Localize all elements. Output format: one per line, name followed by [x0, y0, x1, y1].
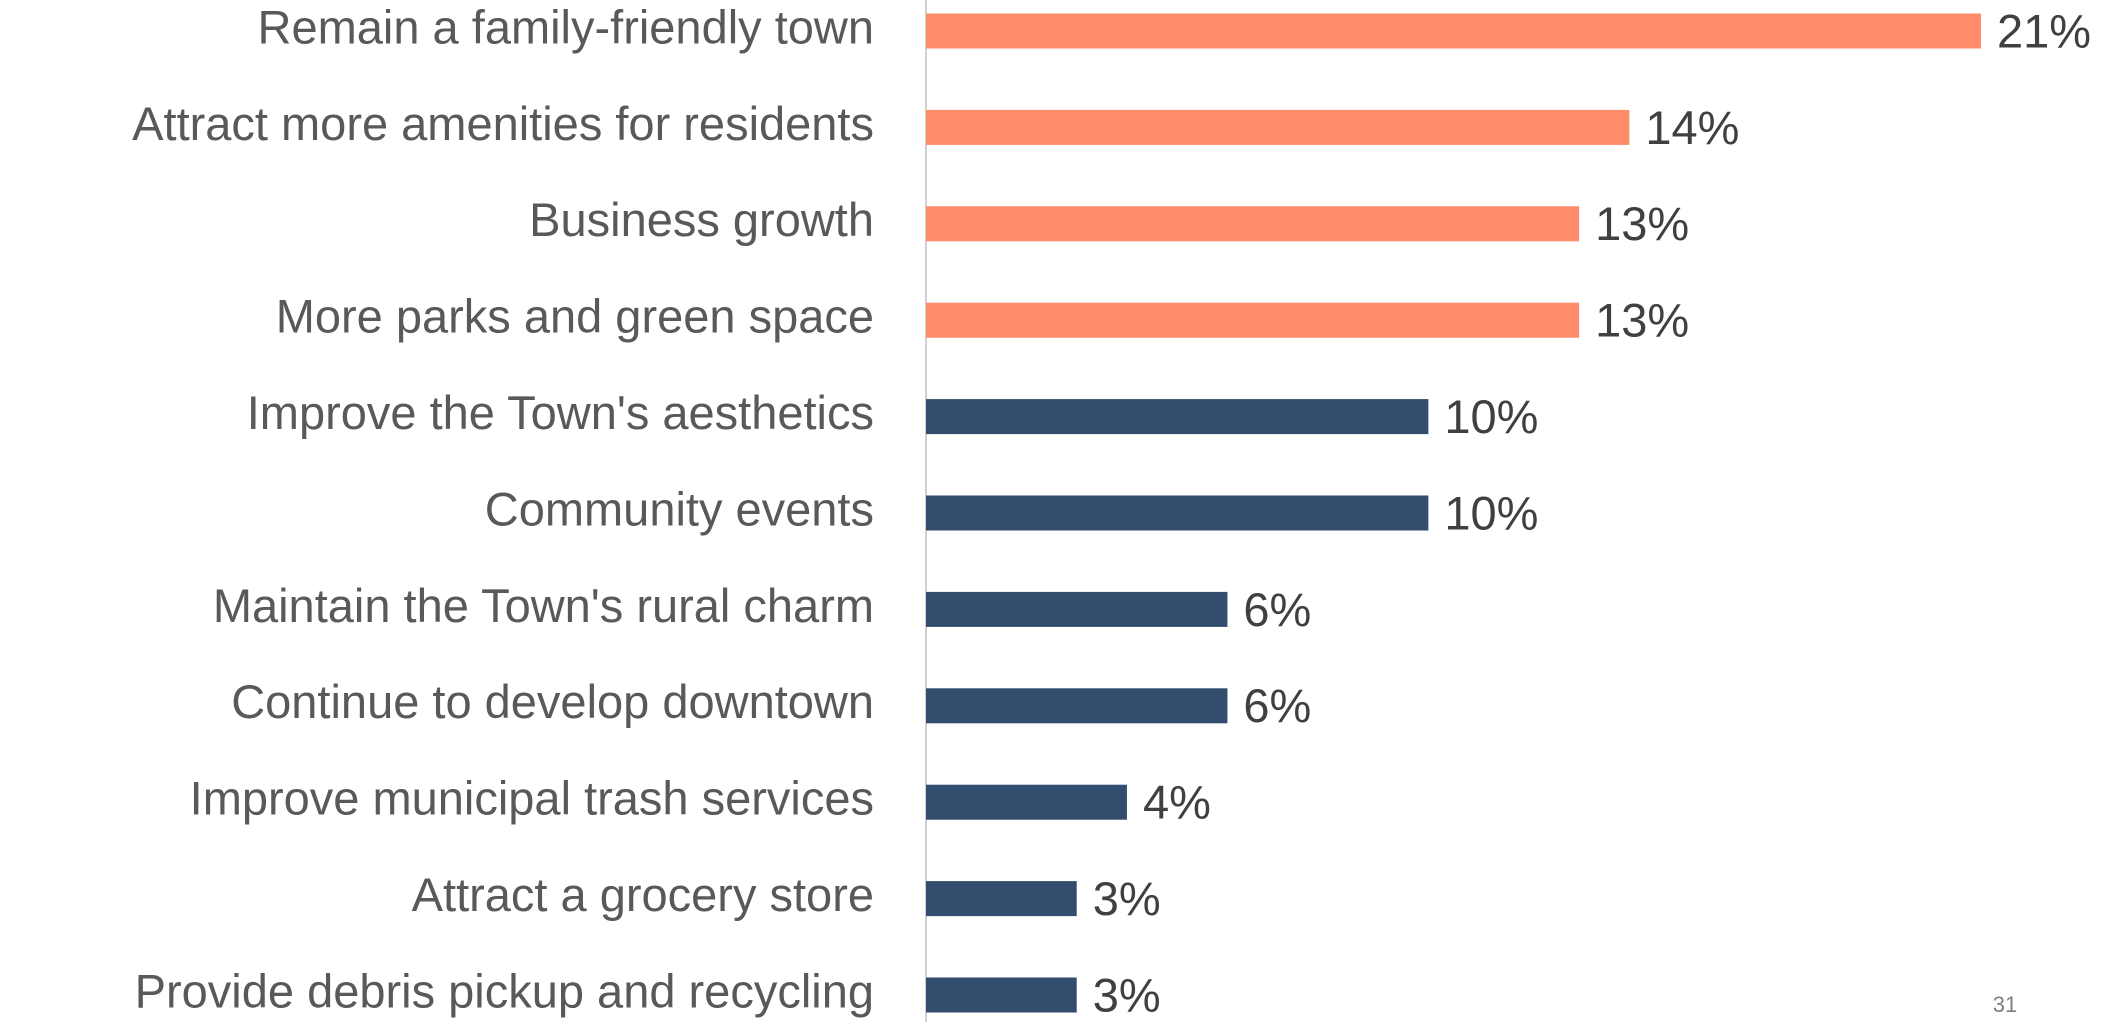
category-label: Improve the Town's aesthetics	[247, 386, 874, 439]
bar	[926, 591, 1228, 627]
category-label: Attract a grocery store	[412, 868, 874, 921]
category-label: More parks and green space	[276, 290, 874, 343]
value-label: 14%	[1645, 101, 1739, 154]
page-number: 31	[1993, 992, 2017, 1017]
category-label: Remain a family-friendly town	[258, 0, 874, 53]
bar	[926, 206, 1580, 242]
value-label: 3%	[1093, 872, 1161, 925]
category-label: Business growth	[529, 193, 874, 246]
bar	[926, 881, 1077, 917]
value-label: 10%	[1444, 486, 1538, 539]
value-label: 13%	[1595, 294, 1689, 347]
bar	[926, 495, 1429, 531]
value-label: 3%	[1093, 968, 1161, 1021]
value-label: 6%	[1243, 679, 1311, 732]
bar	[926, 688, 1228, 724]
category-label: Provide debris pickup and recycling	[135, 964, 874, 1017]
bar	[926, 109, 1630, 145]
bar	[926, 784, 1127, 820]
category-label: Attract more amenities for residents	[132, 97, 874, 150]
value-label: 4%	[1143, 776, 1211, 829]
value-label: 21%	[1997, 4, 2091, 57]
bar	[926, 977, 1077, 1013]
value-label: 6%	[1243, 583, 1311, 636]
category-label: Improve municipal trash services	[190, 772, 874, 825]
category-label: Maintain the Town's rural charm	[213, 579, 874, 632]
value-label: 10%	[1444, 390, 1538, 443]
category-label: Continue to develop downtown	[231, 675, 874, 728]
bar	[926, 302, 1580, 338]
bar	[926, 399, 1429, 435]
value-label: 13%	[1595, 197, 1689, 250]
category-label: Community events	[485, 482, 874, 535]
bar	[926, 13, 1981, 49]
